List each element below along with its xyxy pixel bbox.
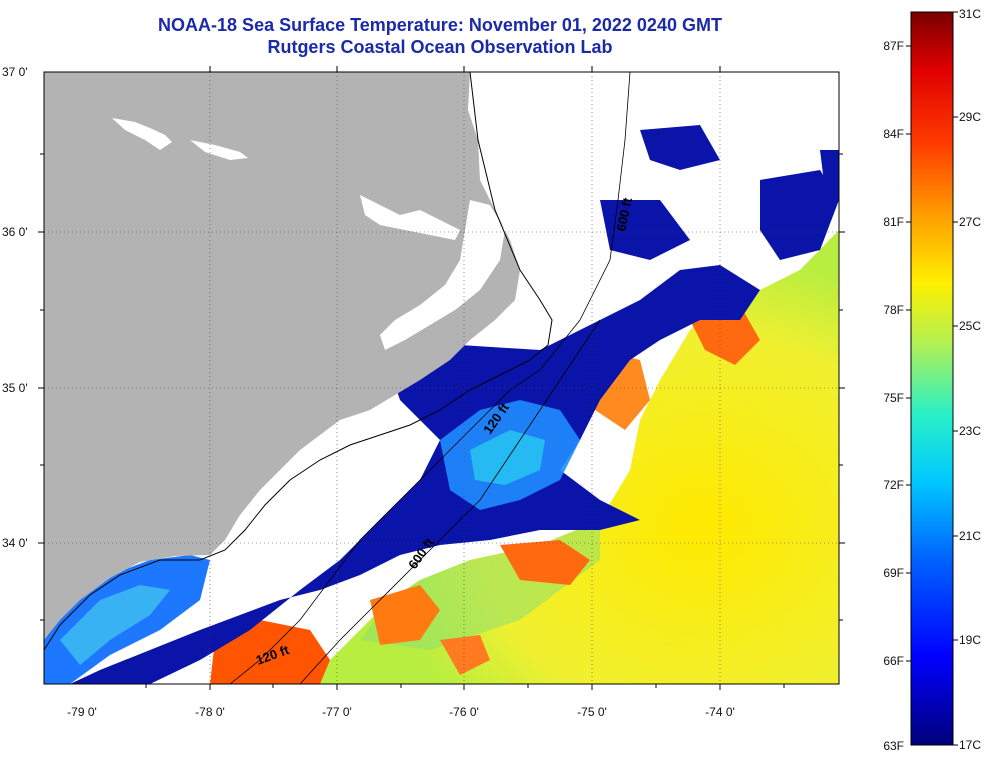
lon-label-74: -74 0' bbox=[705, 705, 735, 719]
colorbar-c-23: 23C bbox=[959, 424, 981, 438]
title-line-1: NOAA-18 Sea Surface Temperature: Novembe… bbox=[158, 15, 722, 35]
colorbar-f-63: 63F bbox=[883, 739, 904, 753]
colorbar-f-75: 75F bbox=[883, 391, 904, 405]
cold-water-band bbox=[70, 265, 760, 684]
land-mass bbox=[44, 72, 520, 640]
cold-patch-ne bbox=[760, 170, 839, 260]
map-border bbox=[43, 71, 840, 685]
colorbar-f-81: 81F bbox=[883, 215, 904, 229]
lon-label-77: -77 0' bbox=[322, 705, 352, 719]
colorbar-f-66: 66F bbox=[883, 654, 904, 668]
colorbar-f-69: 69F bbox=[883, 566, 904, 580]
coastal-shelf-water2 bbox=[60, 585, 170, 665]
map-grid bbox=[44, 72, 839, 684]
temperature-colorbar bbox=[910, 11, 954, 746]
lat-label-35: 35 0' bbox=[2, 381, 28, 395]
colorbar-f-84: 84F bbox=[883, 127, 904, 141]
colorbar-c-25: 25C bbox=[959, 319, 981, 333]
lat-label-36: 36 0' bbox=[2, 225, 28, 239]
colorbar-c-27: 27C bbox=[959, 215, 981, 229]
lat-label-34: 34 0' bbox=[2, 536, 28, 550]
contour-label-600ft-north: 600 ft bbox=[613, 196, 635, 233]
cold-patch-north2 bbox=[600, 200, 690, 260]
title-line-2: Rutgers Coastal Ocean Observation Lab bbox=[267, 37, 613, 57]
colorbar-c-19: 19C bbox=[959, 633, 981, 647]
inland-lake-2 bbox=[190, 140, 248, 160]
colorbar-f-87: 87F bbox=[883, 39, 904, 53]
mixed-water-band2 bbox=[470, 430, 545, 485]
hot-patch-south2 bbox=[370, 585, 440, 645]
axis-ticks bbox=[38, 66, 845, 690]
lon-label-75: -75 0' bbox=[577, 705, 607, 719]
depth-contour-120ft bbox=[229, 72, 631, 684]
colorbar-c-21: 21C bbox=[959, 529, 981, 543]
barrier-coastline bbox=[44, 72, 553, 651]
colorbar-c-29: 29C bbox=[959, 110, 981, 124]
pamlico-sound bbox=[380, 200, 505, 350]
albemarle-river bbox=[360, 195, 460, 240]
inland-lake-1 bbox=[112, 118, 172, 150]
lat-label-37: 37 0' bbox=[2, 65, 28, 79]
colorbar-ticks bbox=[906, 11, 958, 746]
hot-patch-south1 bbox=[500, 540, 590, 585]
lon-label-78: -78 0' bbox=[195, 705, 225, 719]
colorbar-c-31: 31C bbox=[959, 7, 981, 21]
lon-label-76: -76 0' bbox=[449, 705, 479, 719]
colorbar-c-17: 17C bbox=[959, 738, 981, 752]
cold-patch-east bbox=[820, 150, 839, 200]
hot-patch-sw2 bbox=[440, 635, 490, 675]
colorbar-f-78: 78F bbox=[883, 303, 904, 317]
colorbar-f-72: 72F bbox=[883, 478, 904, 492]
cold-patch-north bbox=[640, 125, 720, 170]
lon-label-79: -79 0' bbox=[67, 705, 97, 719]
depth-contour-600ft bbox=[299, 319, 601, 684]
map-title: NOAA-18 Sea Surface Temperature: Novembe… bbox=[0, 14, 880, 58]
map-area: 600 ft 120 ft 600 ft 120 ft bbox=[44, 72, 839, 684]
